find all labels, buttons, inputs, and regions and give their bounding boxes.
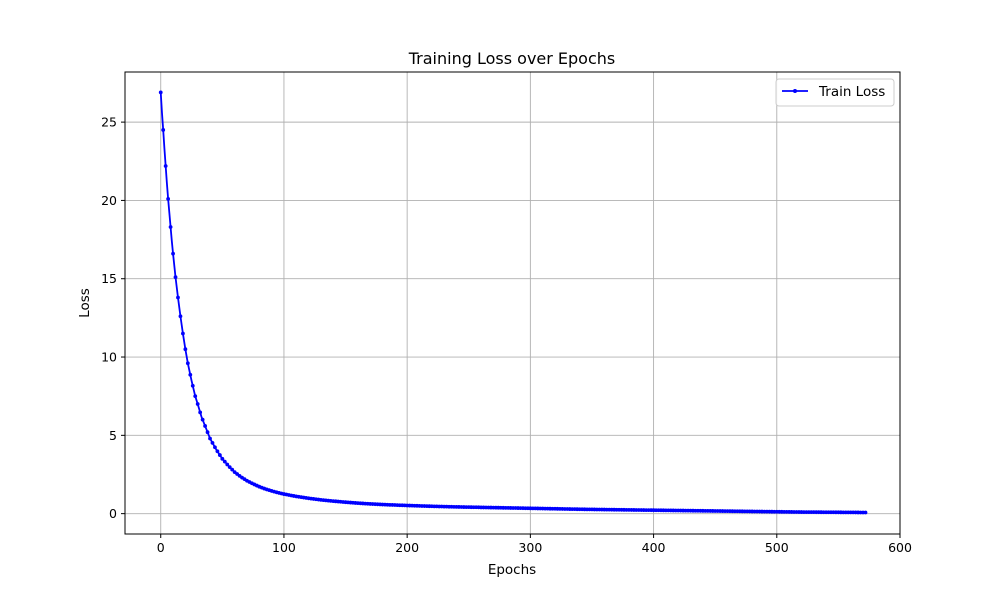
x-tick-label: 0 [157,540,165,555]
x-tick-label: 100 [272,540,296,555]
data-point [193,394,198,399]
data-point [171,251,175,256]
data-point [198,410,203,415]
x-tick-label: 300 [518,540,542,555]
legend-label: Train Loss [818,84,885,100]
data-point [217,453,222,457]
data-point [205,430,210,435]
data-point [222,459,227,464]
data-point [220,456,225,461]
grid [125,72,901,534]
data-point [181,331,185,336]
series-layer [158,90,868,515]
data-point [178,314,183,319]
y-tick-label: 25 [101,115,117,130]
data-point [210,440,215,445]
data-point [185,361,190,366]
data-point [230,467,235,472]
data-point [163,164,168,168]
chart-title: Training Loss over Epochs [408,49,616,68]
x-tick-label: 400 [642,540,666,555]
plot-area-frame [124,71,901,535]
data-point [225,462,230,467]
legend-box [775,78,895,107]
data-point [183,347,188,352]
data-point [158,90,163,95]
series-line-train-loss [159,92,867,514]
y-tick-label: 5 [109,428,117,443]
data-point [188,372,193,377]
data-point [200,417,205,422]
data-point [195,402,200,406]
x-tick-label: 200 [395,540,419,555]
data-point [215,449,220,454]
data-point [166,196,171,201]
data-point [168,225,173,229]
x-axis-title: Epochs [488,562,536,578]
data-point [203,424,207,428]
data-point [863,510,868,515]
data-point [161,128,166,132]
data-point [176,295,180,300]
x-tick-label: 600 [888,540,912,555]
data-point [213,445,217,450]
y-tick-label: 10 [101,350,117,365]
data-point [190,383,195,388]
y-axis-title: Loss [77,288,93,318]
axis-ticks: 0 100 200 300 400 500 600 0 5 10 15 20 25 [101,115,912,555]
data-point [208,436,212,441]
data-point [173,275,178,280]
x-tick-label: 500 [765,540,789,555]
y-tick-label: 15 [101,271,117,286]
legend-marker-swatch [793,89,797,93]
y-tick-label: 0 [109,506,117,521]
y-tick-label: 20 [101,193,117,208]
data-point [227,465,232,470]
legend: Train Loss [775,78,895,107]
